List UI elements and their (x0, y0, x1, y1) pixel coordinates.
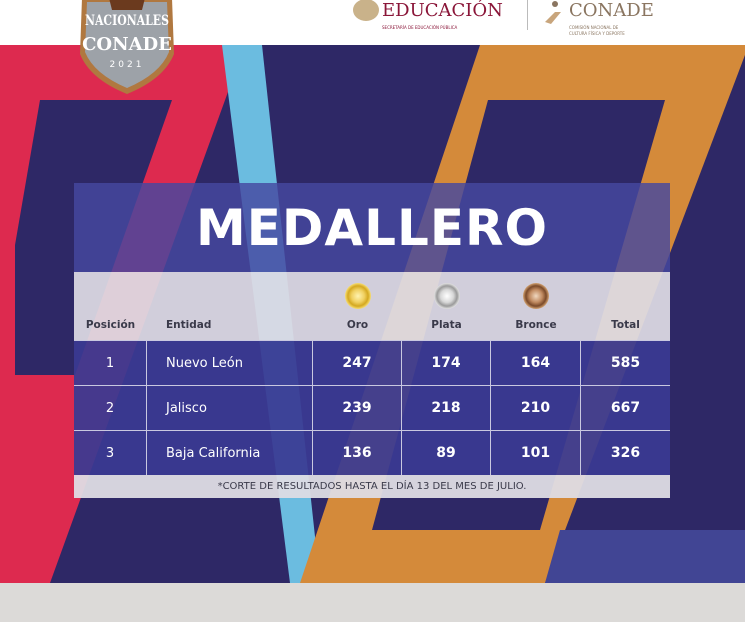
cell-total: 326 (610, 445, 641, 461)
cell-oro: 136 (313, 431, 402, 475)
cell-posicion: 1 (74, 341, 147, 385)
col-header-entidad: Entidad (147, 272, 313, 340)
col-header-posicion: Posición (74, 272, 147, 340)
sep-title: EDUCACIÓN (382, 0, 503, 21)
footnote: *CORTE DE RESULTADOS HASTA EL DÍA 13 DEL… (74, 475, 670, 498)
cell-total: 667 (610, 400, 641, 416)
medallero-table: MEDALLERO Posición Entidad Oro Plata Bro… (74, 183, 670, 498)
cell-bronce: 164 (491, 341, 581, 385)
nacionales-conade-logo: NACIONALES CONADE 2021 (80, 0, 174, 94)
col-label: Posición (85, 319, 136, 331)
cell-entidad: Jalisco (147, 386, 313, 430)
conade-logo: CONADE COMISIÓN NACIONAL DE CULTURA FÍSI… (545, 0, 654, 37)
col-label: Entidad (166, 319, 212, 331)
logo-divider (527, 0, 528, 30)
col-label: Plata (431, 319, 462, 331)
cell-oro: 239 (313, 386, 402, 430)
cell-total: 585 (610, 355, 641, 371)
col-header-plata: Plata (402, 272, 491, 340)
cell-oro: 247 (313, 341, 402, 385)
cell-posicion: 2 (74, 386, 147, 430)
table-header: Posición Entidad Oro Plata Bronce Total (74, 272, 670, 340)
bronze-medal-icon (523, 283, 549, 309)
cell-plata: 89 (402, 431, 491, 475)
logo-text: CONADE (82, 34, 172, 55)
logo-text: NACIONALES (85, 13, 169, 29)
sep-subtitle: SECRETARÍA DE EDUCACIÓN PÚBLICA (382, 25, 458, 30)
mexico-seal-icon (353, 0, 379, 21)
cell-plata: 174 (402, 341, 491, 385)
col-label: Bronce (515, 319, 557, 331)
title-band: MEDALLERO (74, 183, 670, 272)
table-row: 1 Nuevo León 247 174 164 585 (74, 340, 670, 385)
col-label: Total (611, 319, 640, 331)
gold-medal-icon (344, 283, 371, 309)
col-header-oro: Oro (313, 272, 402, 340)
conade-title: CONADE (569, 0, 654, 21)
cell-posicion: 3 (74, 431, 147, 475)
page-title: MEDALLERO (196, 198, 548, 257)
footer (0, 583, 745, 622)
col-header-bronce: Bronce (491, 272, 581, 340)
col-label: Oro (346, 319, 369, 331)
cell-entidad: Baja California (147, 431, 313, 475)
cell-bronce: 101 (491, 431, 581, 475)
table-row: 3 Baja California 136 89 101 326 (74, 430, 670, 475)
col-header-total: Total (581, 272, 670, 340)
cell-entidad: Nuevo León (147, 341, 313, 385)
cell-plata: 218 (402, 386, 491, 430)
cell-bronce: 210 (491, 386, 581, 430)
right-navy (700, 55, 745, 530)
silver-medal-icon (433, 283, 460, 309)
conade-subtitle: COMISIÓN NACIONAL DE CULTURA FÍSICA Y DE… (569, 25, 625, 36)
blue-shape (545, 530, 745, 583)
sep-logo: EDUCACIÓN SECRETARÍA DE EDUCACIÓN PÚBLIC… (352, 0, 503, 36)
conade-runner-icon (545, 1, 561, 24)
logo-year: 2021 (110, 60, 145, 70)
table-row: 2 Jalisco 239 218 210 667 (74, 385, 670, 430)
